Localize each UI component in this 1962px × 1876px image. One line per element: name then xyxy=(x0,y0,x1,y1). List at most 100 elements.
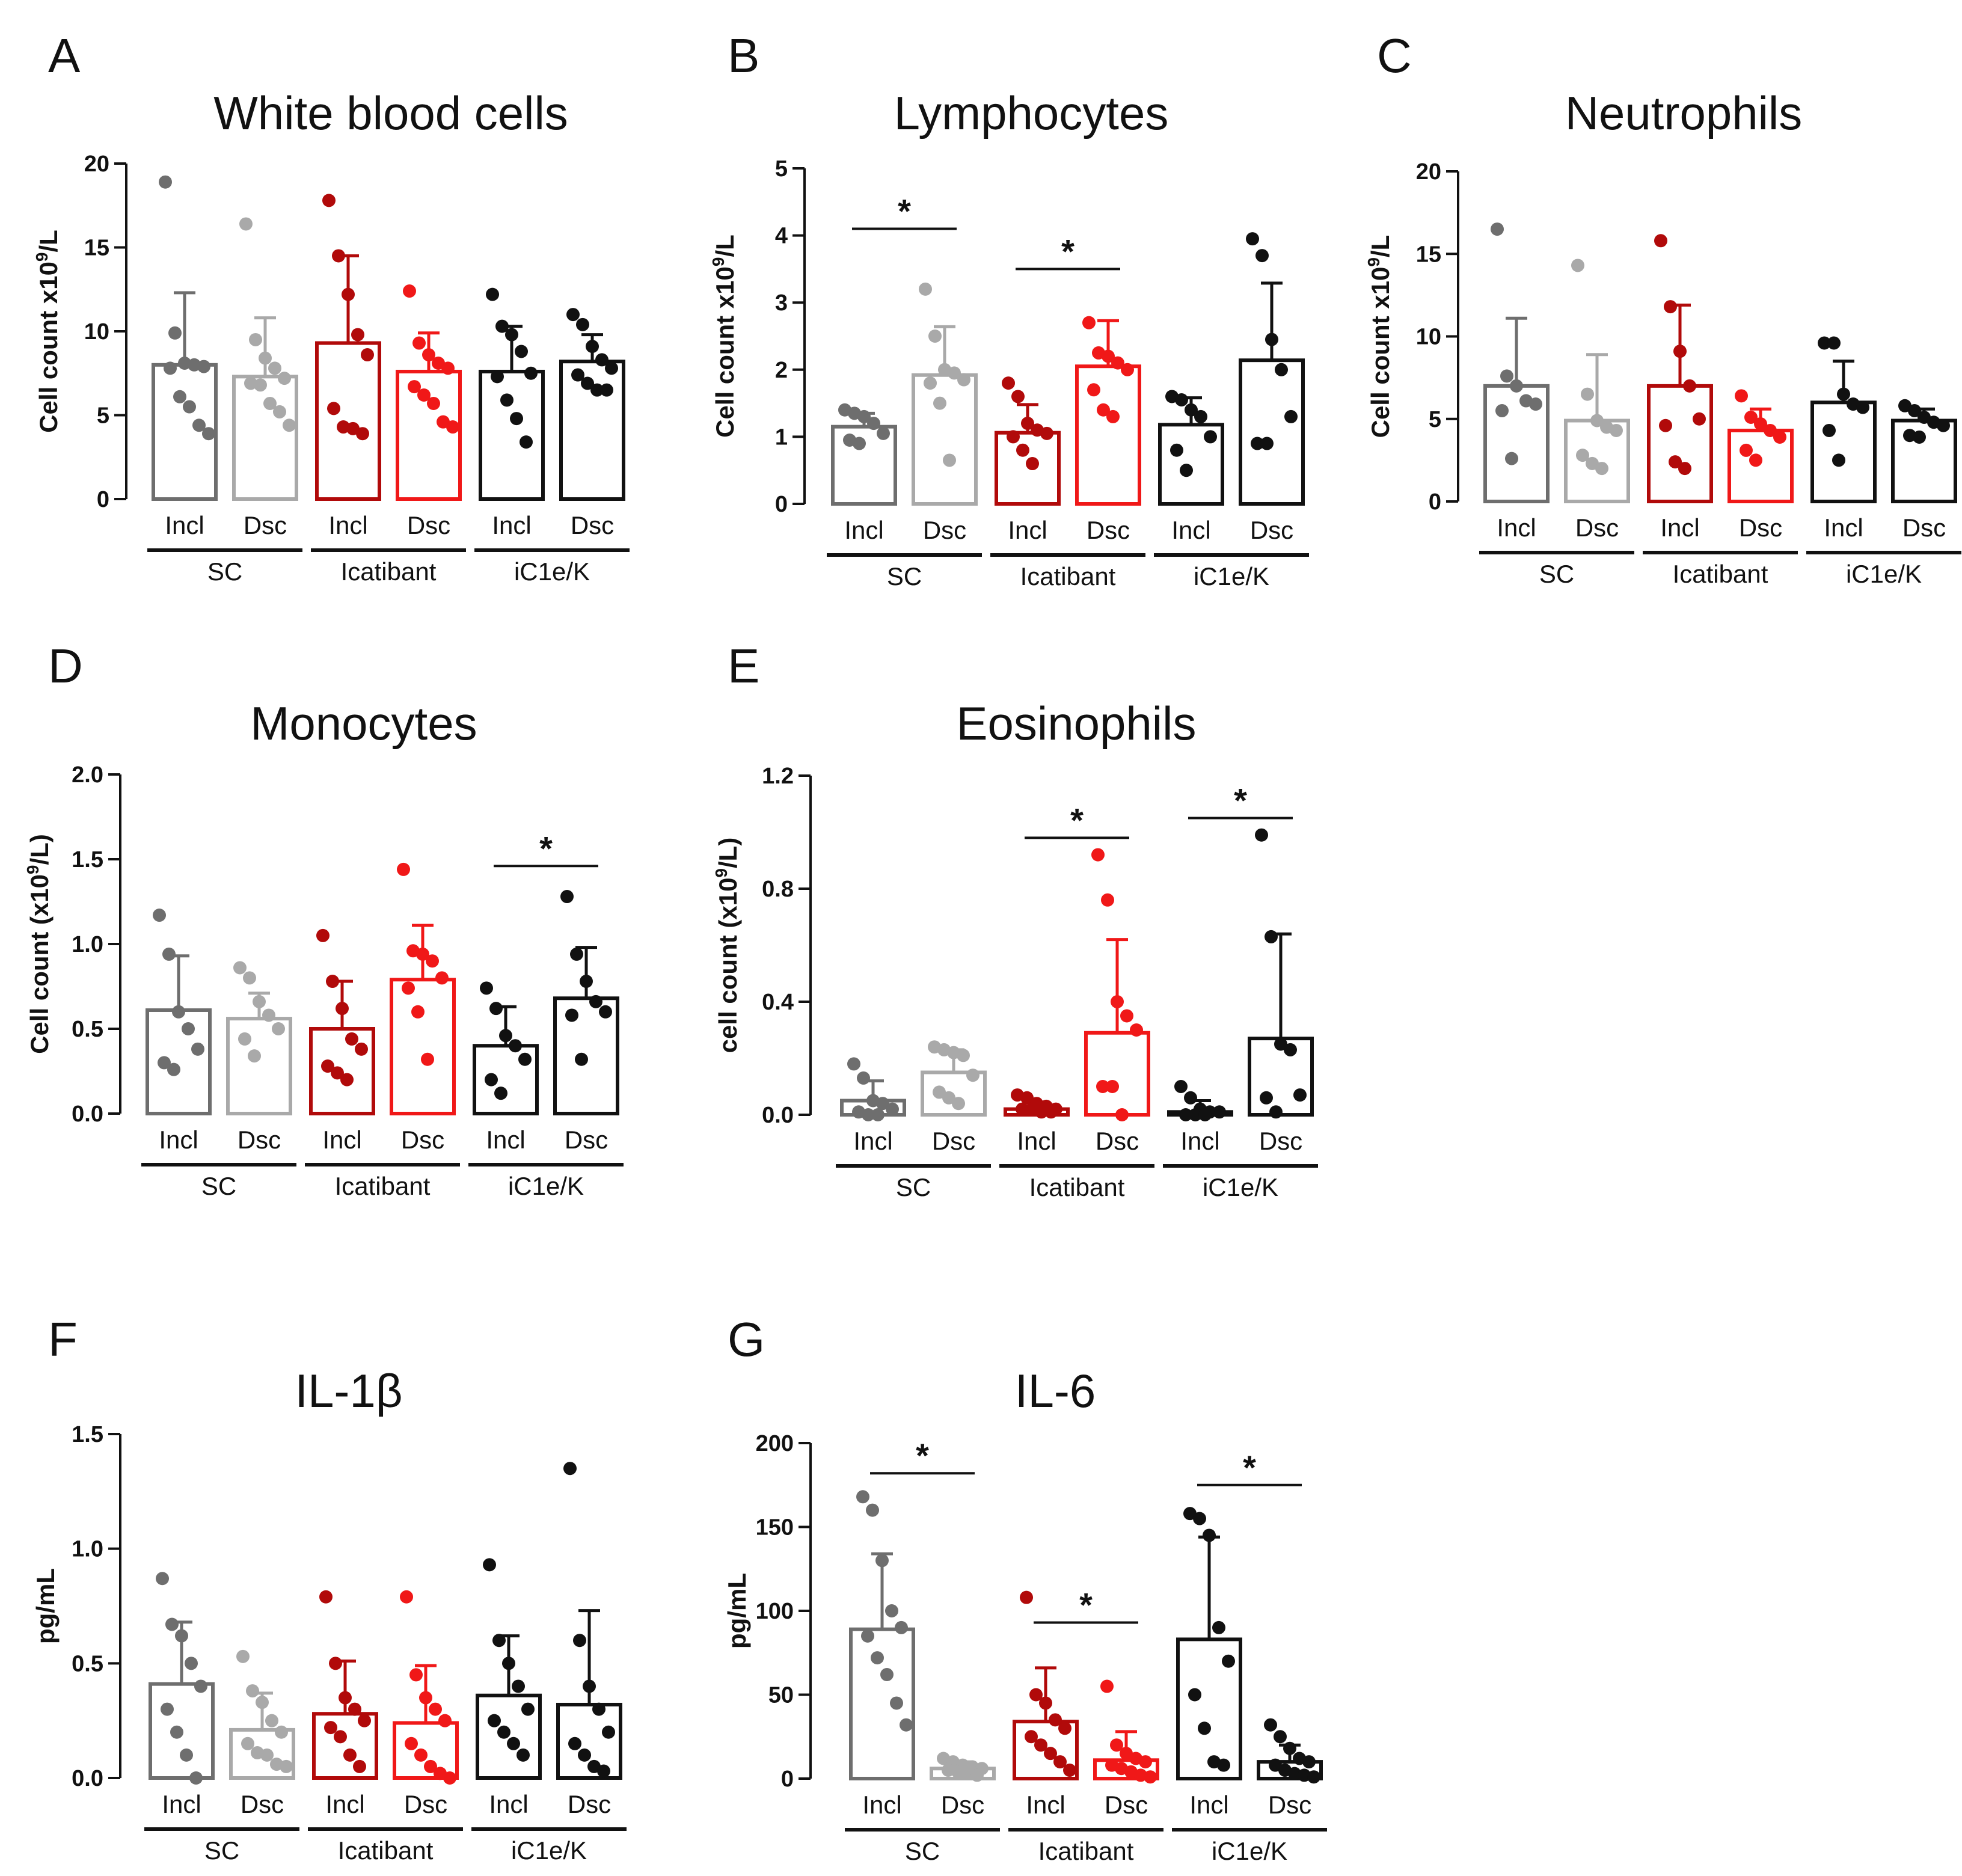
data-point xyxy=(515,345,528,358)
data-point xyxy=(1764,423,1777,437)
data-point xyxy=(970,1768,984,1782)
data-point xyxy=(488,1714,501,1727)
data-point xyxy=(1274,1730,1287,1744)
data-point xyxy=(576,317,589,331)
data-point xyxy=(1908,404,1921,418)
data-point xyxy=(345,1032,358,1046)
panel-letter: C xyxy=(1377,29,1412,82)
data-point xyxy=(875,1554,889,1568)
data-point xyxy=(324,1721,337,1735)
data-point xyxy=(265,1714,278,1727)
data-point xyxy=(1097,403,1110,417)
data-point xyxy=(495,319,509,333)
data-point xyxy=(1049,1713,1062,1727)
data-point xyxy=(280,1759,293,1773)
significance-star: * xyxy=(1234,782,1247,820)
data-point xyxy=(353,1759,366,1773)
data-point xyxy=(1683,379,1696,393)
bar xyxy=(995,431,1061,506)
category-label: Dsc xyxy=(238,1126,281,1154)
data-point xyxy=(1180,464,1193,477)
data-point xyxy=(507,1737,520,1750)
data-point xyxy=(1823,423,1836,437)
data-point xyxy=(168,326,182,340)
data-point xyxy=(1255,828,1268,842)
data-point xyxy=(857,409,871,423)
category-label: Incl xyxy=(162,1790,201,1818)
data-point xyxy=(943,453,956,467)
panel-b: B Lymphocytes 0 1 2 3 4 5 Cell count x109/L Incl D… xyxy=(709,29,1309,590)
data-point xyxy=(1184,1091,1197,1105)
y-tick-label: 0.8 xyxy=(762,877,794,902)
data-point xyxy=(194,1679,207,1693)
data-point xyxy=(1020,1091,1034,1105)
data-point xyxy=(581,376,594,390)
y-tick-label: 0.0 xyxy=(762,1103,794,1128)
data-point xyxy=(895,1620,908,1634)
data-point xyxy=(343,1748,357,1762)
data-point xyxy=(175,1629,188,1643)
data-point xyxy=(1106,1080,1119,1093)
bar xyxy=(315,341,381,501)
data-point xyxy=(877,426,890,440)
data-point xyxy=(238,1032,251,1046)
category-label: Dsc xyxy=(1739,513,1782,542)
data-point xyxy=(1044,1747,1057,1761)
data-point xyxy=(966,1068,979,1082)
data-point xyxy=(1937,418,1950,432)
y-axis-label-text: Cell count x10 xyxy=(34,262,63,433)
data-point xyxy=(273,405,286,418)
bar xyxy=(1075,364,1141,506)
y-tick-label: 0.4 xyxy=(762,990,794,1015)
data-point xyxy=(243,971,256,985)
category-label: Incl xyxy=(1497,513,1536,542)
y-tick-label: 0.0 xyxy=(72,1102,103,1127)
data-point xyxy=(1007,430,1020,444)
data-point xyxy=(416,947,429,961)
data-point xyxy=(158,1056,171,1070)
data-point xyxy=(170,1725,183,1739)
y-axis-label: Cell count (x109/L) xyxy=(23,834,54,1054)
data-point xyxy=(331,1066,344,1080)
panel-letter: E xyxy=(728,639,759,693)
category-label: Dsc xyxy=(571,511,614,539)
data-point xyxy=(483,1558,496,1572)
data-point xyxy=(1260,437,1274,450)
data-point xyxy=(262,1008,275,1022)
data-point xyxy=(268,361,281,375)
data-point xyxy=(1576,449,1589,462)
data-point xyxy=(856,1490,869,1504)
data-point xyxy=(1495,404,1509,418)
data-point xyxy=(248,1049,261,1063)
data-point xyxy=(249,333,262,346)
data-point xyxy=(928,330,942,343)
data-point xyxy=(1217,1758,1230,1772)
data-point xyxy=(435,971,449,985)
data-point xyxy=(1058,1721,1071,1735)
y-tick-label: 150 xyxy=(756,1515,794,1540)
data-point xyxy=(427,396,440,410)
data-point xyxy=(1654,234,1667,248)
data-point xyxy=(334,1730,347,1744)
data-point xyxy=(578,1748,591,1762)
data-point xyxy=(411,1005,425,1019)
data-point xyxy=(1193,1512,1206,1525)
category-label: Incl xyxy=(492,511,531,539)
category-label: Incl xyxy=(159,1126,198,1154)
y-tick-label: 2.0 xyxy=(72,762,103,788)
y-axis-label-superscript: 9 xyxy=(709,257,728,266)
category-label: Dsc xyxy=(923,516,966,544)
category-label: Dsc xyxy=(568,1790,611,1818)
category-label: Incl xyxy=(1180,1127,1219,1155)
y-axis-label-superscript: 9 xyxy=(1364,257,1383,267)
data-point xyxy=(1120,1009,1133,1023)
data-point xyxy=(1595,462,1608,476)
data-point xyxy=(182,1022,195,1035)
data-point xyxy=(412,336,426,350)
significance-star: * xyxy=(1070,801,1084,839)
data-point xyxy=(180,1748,193,1762)
y-axis-label-text: Cell count x10 xyxy=(711,266,739,438)
significance-star: * xyxy=(1243,1448,1256,1486)
category-label: Incl xyxy=(489,1790,528,1818)
data-point xyxy=(319,1590,333,1604)
